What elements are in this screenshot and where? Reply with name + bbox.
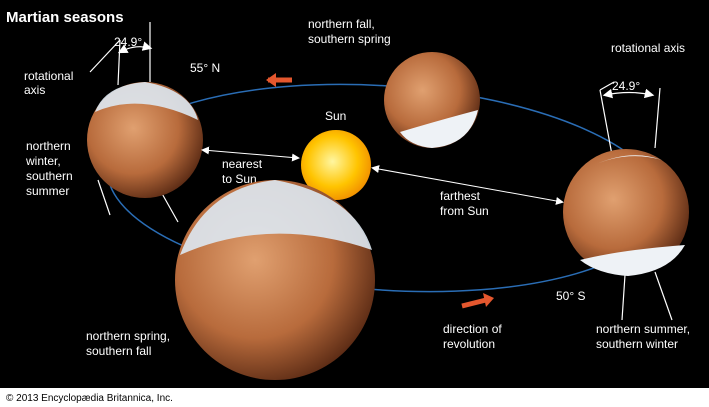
latitude-label: 55° N <box>190 61 220 75</box>
top-planet: northern fall, southern spring <box>308 17 480 148</box>
farthest-arrow <box>371 165 564 205</box>
direction-arrowhead <box>483 293 494 307</box>
season-label: northern winter, southern summer <box>25 139 73 198</box>
footer: © 2013 Encyclopædia Britannica, Inc. <box>6 393 173 404</box>
nearest-arrow <box>201 146 300 162</box>
latitude-label: 50° S <box>556 289 585 303</box>
direction-arrow <box>461 297 487 309</box>
title: Martian seasons <box>6 9 124 26</box>
tilt-label: 24.9° <box>114 35 142 49</box>
nearest-label: nearest to Sun <box>222 157 263 186</box>
tilt-label: 24.9° <box>612 79 640 93</box>
bottom-planet: northern spring, southern fall <box>86 180 375 380</box>
farthest-label: farthest from Sun <box>440 189 489 218</box>
season-label: northern fall, southern spring <box>308 17 391 46</box>
sun-label: Sun <box>325 109 346 123</box>
direction-label: direction of revolution <box>443 322 502 351</box>
season-label: northern spring, southern fall <box>86 329 170 358</box>
axis-label: rotational axis <box>24 69 73 97</box>
sun <box>301 130 371 200</box>
axis-label: rotational axis <box>611 41 685 55</box>
direction-arrowhead <box>266 73 276 87</box>
season-label: northern summer, southern winter <box>596 322 690 351</box>
left-planet: 24.9° rotational axis 55° N northern winte… <box>24 22 220 223</box>
right-planet: rotational axis 24.9° 50° S northern sum… <box>556 41 690 351</box>
